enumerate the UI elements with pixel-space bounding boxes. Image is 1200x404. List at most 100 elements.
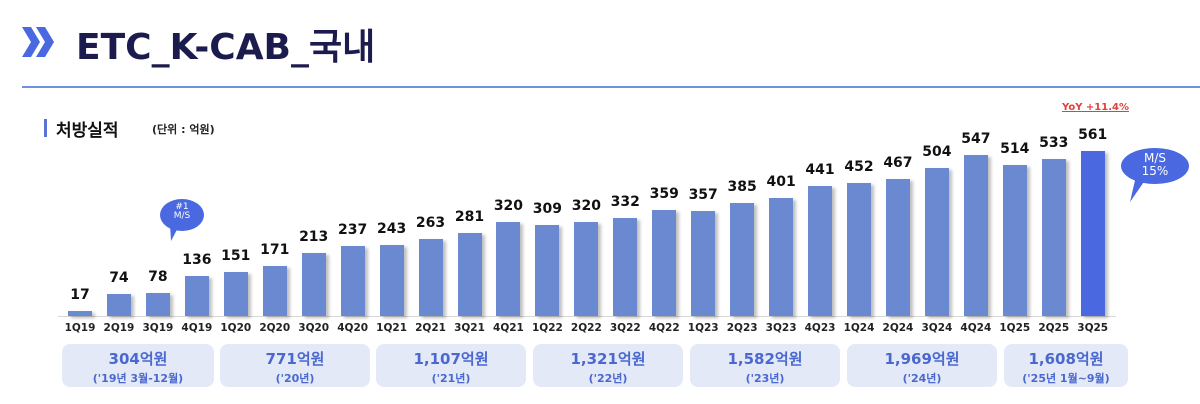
x-axis-tick-label: 3Q23 — [765, 322, 797, 334]
bar-1Q22 — [535, 225, 560, 316]
bar-2Q25 — [1041, 159, 1066, 316]
bar-value-label: 332 — [610, 194, 640, 211]
speech-bubble-first-ms: #1 M/S — [160, 199, 204, 231]
x-axis-tick-label: 3Q25 — [1077, 322, 1109, 334]
x-axis-tick-label: 2Q19 — [103, 322, 135, 334]
bar-2Q23 — [730, 202, 755, 316]
bar-value-label: 281 — [454, 209, 485, 226]
speech-bubble-market-share: M/S 15% — [1121, 148, 1189, 184]
bar-1Q24 — [847, 183, 871, 316]
x-axis-tick-label: 2Q22 — [570, 322, 602, 334]
bar-value-label: 151 — [221, 247, 251, 264]
bubble-ms-value: 15% — [1141, 163, 1169, 178]
x-axis-tick-label: 4Q21 — [493, 322, 524, 334]
x-axis-tick-label: 1Q23 — [687, 322, 719, 334]
speech-bubble-tail-icon — [1130, 176, 1148, 202]
bar-3Q21 — [457, 233, 482, 316]
x-axis-tick-label: 1Q20 — [220, 322, 252, 334]
bar-2Q22 — [574, 221, 599, 316]
bar-value-label: 401 — [766, 174, 796, 191]
x-axis-tick-label: 4Q20 — [337, 322, 369, 334]
bar-value-label: 309 — [532, 201, 562, 218]
bar-value-label: 385 — [727, 178, 757, 195]
bar-value-label: 74 — [109, 270, 129, 287]
x-axis-tick-label: 2Q21 — [415, 322, 446, 334]
yearly-total-amount: 304억원 — [108, 350, 168, 368]
header-divider — [22, 86, 1200, 88]
x-axis-tick-label: 2Q20 — [259, 322, 291, 334]
bar-1Q21 — [379, 244, 404, 316]
bar-value-label: 78 — [148, 269, 168, 286]
yearly-total-amount: 1,321억원 — [570, 350, 646, 368]
yearly-summary-box: 304억원 ('19년 3월-12월) — [62, 344, 214, 387]
bar-3Q23 — [769, 198, 794, 316]
bar-3Q24 — [924, 167, 949, 316]
x-axis-tick-label: 4Q24 — [960, 322, 992, 334]
bar-value-label: 359 — [649, 186, 679, 203]
page-header: ETC_K-CAB_국내 — [0, 0, 1200, 90]
bar-value-label: 213 — [299, 229, 329, 246]
yearly-total-period: ('21년) — [431, 372, 471, 385]
bar-3Q19 — [145, 293, 170, 316]
x-axis-tick-label: 1Q21 — [376, 322, 408, 334]
bar-1Q19 — [68, 311, 92, 316]
bar-4Q21 — [496, 221, 521, 316]
bar-value-label: 547 — [961, 131, 991, 148]
x-axis-tick-label: 1Q24 — [843, 322, 875, 334]
section-accent-bar — [44, 119, 47, 137]
x-axis-tick-label: 3Q24 — [921, 322, 953, 334]
x-axis-tick-label: 4Q23 — [804, 322, 836, 334]
bubble-ms-label: M/S — [1143, 151, 1166, 165]
bar-value-label: 263 — [415, 214, 446, 231]
bar-value-label: 243 — [376, 220, 407, 237]
bar-4Q19 — [184, 276, 209, 316]
bar-2Q24 — [885, 178, 910, 316]
bar-value-label: 357 — [688, 187, 718, 204]
bar-2Q19 — [106, 294, 131, 316]
x-axis-tick-label: 4Q19 — [181, 322, 213, 334]
speech-bubble-tail-icon — [170, 224, 180, 241]
yearly-summary-box: 1,582억원 ('23년) — [690, 344, 840, 387]
yearly-summary-box: 771억원 ('20년) — [220, 344, 370, 387]
yearly-summary-box: 1,608억원 ('25년 1월~9월) — [1004, 344, 1128, 387]
x-axis-tick-label: 1Q22 — [531, 322, 563, 334]
bar-value-label: 171 — [260, 241, 290, 258]
bar-value-label: 504 — [922, 143, 952, 160]
section-title: 처방실적 — [56, 121, 119, 141]
bar-1Q25 — [1002, 164, 1027, 316]
yearly-total-period: ('25년 1월~9월) — [1022, 372, 1110, 385]
bar-value-label: 561 — [1078, 127, 1108, 144]
x-axis-tick-label: 3Q21 — [454, 322, 485, 334]
yoy-annotation: YoY +11.4% — [1062, 102, 1129, 113]
bar-2Q21 — [418, 238, 443, 316]
yearly-total-period: ('22년) — [588, 372, 628, 385]
bar-value-label: 320 — [571, 197, 601, 214]
bar-value-label: 533 — [1039, 135, 1069, 152]
x-axis-tick-label: 1Q19 — [64, 322, 96, 334]
bar-value-label: 452 — [844, 159, 874, 176]
bar-4Q20 — [340, 246, 365, 316]
yearly-total-amount: 1,107억원 — [413, 350, 489, 368]
yearly-total-amount: 1,608억원 — [1028, 350, 1104, 368]
x-axis-tick-label: 2Q23 — [726, 322, 758, 334]
bar-value-label: 237 — [338, 222, 368, 239]
bubble-ms: M/S — [173, 211, 191, 222]
x-axis-tick-label: 1Q25 — [999, 322, 1031, 334]
bar-2Q20 — [262, 265, 287, 316]
bar-3Q25 — [1080, 151, 1105, 316]
bar-value-label: 441 — [805, 162, 835, 179]
bar-4Q24 — [963, 155, 988, 316]
yearly-total-amount: 1,582억원 — [727, 350, 803, 368]
x-axis-tick-label: 4Q22 — [648, 322, 680, 334]
x-axis-tick-label: 2Q25 — [1038, 322, 1070, 334]
bar-3Q20 — [301, 253, 326, 316]
bubble-rank: #1 — [175, 202, 189, 212]
yearly-total-period: ('23년) — [745, 372, 785, 385]
x-axis-line — [58, 316, 1116, 317]
yearly-total-period: ('24년) — [902, 372, 942, 385]
bar-value-label: 320 — [493, 197, 524, 214]
yearly-summary-box: 1,321억원 ('22년) — [533, 344, 683, 387]
yearly-total-amount: 1,969억원 — [884, 350, 960, 368]
double-chevron-right-icon — [22, 27, 54, 57]
bar-value-label: 136 — [182, 252, 212, 269]
